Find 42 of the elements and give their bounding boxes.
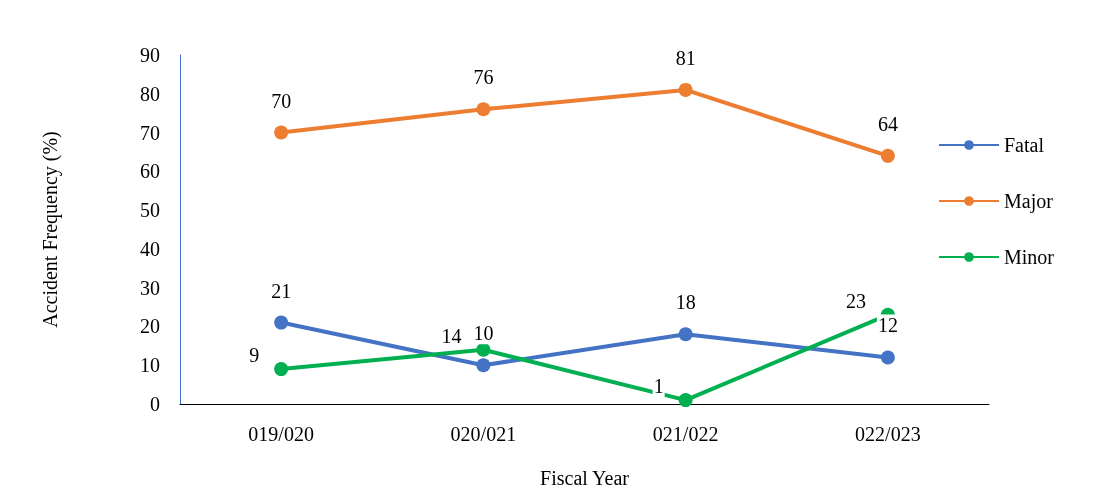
- point: [476, 102, 491, 117]
- point: [274, 362, 289, 377]
- y-tick-label: 0: [150, 393, 160, 415]
- data-label: 1: [653, 375, 664, 398]
- point: [678, 327, 693, 342]
- data-label: 70: [271, 89, 292, 112]
- x-tick-label: 021/022: [652, 423, 719, 445]
- y-tick-label: 30: [140, 276, 160, 299]
- y-tick-label: 70: [140, 121, 160, 144]
- point: [476, 358, 491, 373]
- y-tick-label: 80: [140, 82, 160, 105]
- x-axis-title: Fiscal Year: [540, 467, 630, 489]
- point: [880, 350, 895, 365]
- point: [880, 148, 895, 163]
- data-label: 76: [473, 66, 494, 89]
- data-label: 21: [271, 279, 292, 302]
- point: [274, 125, 289, 140]
- y-tick-label: 50: [140, 199, 160, 222]
- x-tick-label: 022/023: [855, 423, 921, 445]
- legend-label: Fatal: [1004, 134, 1045, 156]
- y-tick-label: 90: [140, 44, 160, 66]
- point: [476, 342, 491, 357]
- data-label: 10: [473, 322, 494, 345]
- data-label: 14: [441, 324, 462, 347]
- data-label: 12: [877, 314, 898, 337]
- y-tick-label: 60: [140, 160, 160, 183]
- point: [678, 82, 693, 97]
- x-tick-label: 019/020: [248, 423, 314, 445]
- data-label: 23: [845, 289, 866, 312]
- data-label: 81: [675, 46, 696, 69]
- data-label: 18: [675, 291, 696, 314]
- y-tick-label: 10: [140, 354, 160, 377]
- data-label: 9: [249, 344, 260, 367]
- point: [274, 315, 289, 330]
- x-tick-label: 020/021: [450, 423, 517, 445]
- point: [678, 393, 693, 408]
- data-label: 64: [877, 112, 898, 135]
- y-axis-title: Accident Frequency (%): [39, 131, 62, 328]
- y-tick-label: 40: [140, 237, 160, 260]
- y-tick-label: 20: [140, 315, 160, 338]
- legend-label: Major: [1004, 190, 1054, 213]
- legend-label: Minor: [1004, 246, 1055, 268]
